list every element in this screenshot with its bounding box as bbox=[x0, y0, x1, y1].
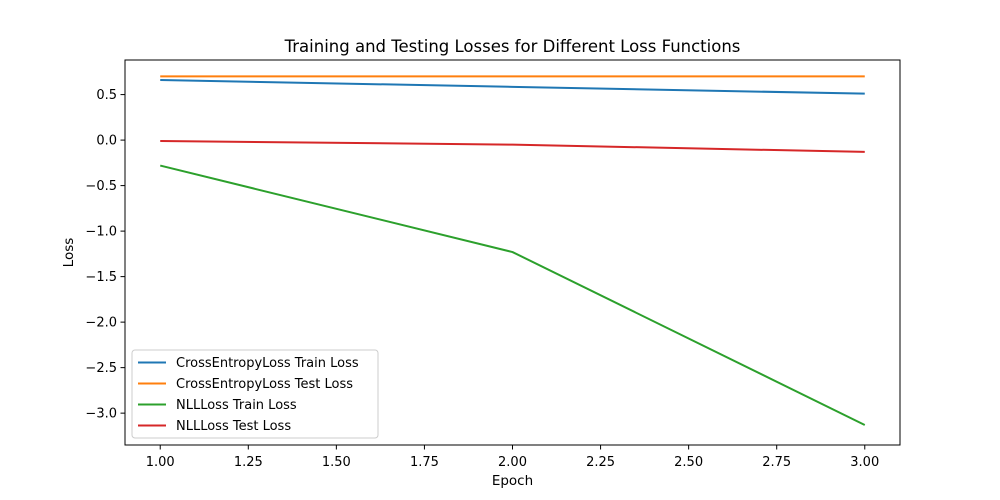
y-tick-label: −3.0 bbox=[85, 407, 117, 422]
x-tick-label: 1.00 bbox=[146, 455, 175, 470]
legend: CrossEntropyLoss Train Loss CrossEntropyL… bbox=[131, 349, 379, 439]
legend-label: NLLLoss Test Loss bbox=[176, 419, 291, 434]
series-line-3 bbox=[160, 140, 865, 153]
series-line-2 bbox=[159, 164, 866, 426]
y-axis-label: Loss bbox=[61, 238, 77, 268]
y-tick-label: −2.0 bbox=[85, 316, 117, 331]
y-tick-label: −0.5 bbox=[85, 179, 117, 194]
x-tick-label: 3.00 bbox=[850, 455, 879, 470]
y-tick-label: 0.5 bbox=[96, 88, 117, 103]
x-axis-label: Epoch bbox=[492, 473, 533, 489]
series-line-0 bbox=[160, 79, 865, 95]
legend-label: CrossEntropyLoss Test Loss bbox=[176, 377, 353, 392]
x-axis: 1.00 1.25 1.50 1.75 2.00 2.25 2.50 2.75 3.00 bbox=[146, 445, 879, 470]
plot-area bbox=[159, 75, 866, 426]
x-tick-label: 2.25 bbox=[586, 455, 615, 470]
x-tick-label: 2.50 bbox=[674, 455, 703, 470]
y-tick-label: −1.5 bbox=[85, 270, 117, 285]
legend-label: NLLLoss Train Loss bbox=[176, 398, 297, 413]
x-tick-label: 1.25 bbox=[234, 455, 263, 470]
y-axis: 0.5 0.0 −0.5 −1.0 −1.5 −2.0 −2.5 −3.0 bbox=[85, 88, 125, 422]
x-tick-label: 1.75 bbox=[410, 455, 439, 470]
y-tick-label: −2.5 bbox=[85, 361, 117, 376]
y-tick-label: 0.0 bbox=[96, 134, 117, 149]
x-tick-label: 2.00 bbox=[498, 455, 527, 470]
legend-box bbox=[131, 349, 379, 439]
x-tick-label: 1.50 bbox=[322, 455, 351, 470]
chart-title: Training and Testing Losses for Differen… bbox=[284, 37, 741, 56]
y-tick-label: −1.0 bbox=[85, 225, 117, 240]
legend-label: CrossEntropyLoss Train Loss bbox=[176, 356, 359, 371]
x-tick-label: 2.75 bbox=[762, 455, 791, 470]
